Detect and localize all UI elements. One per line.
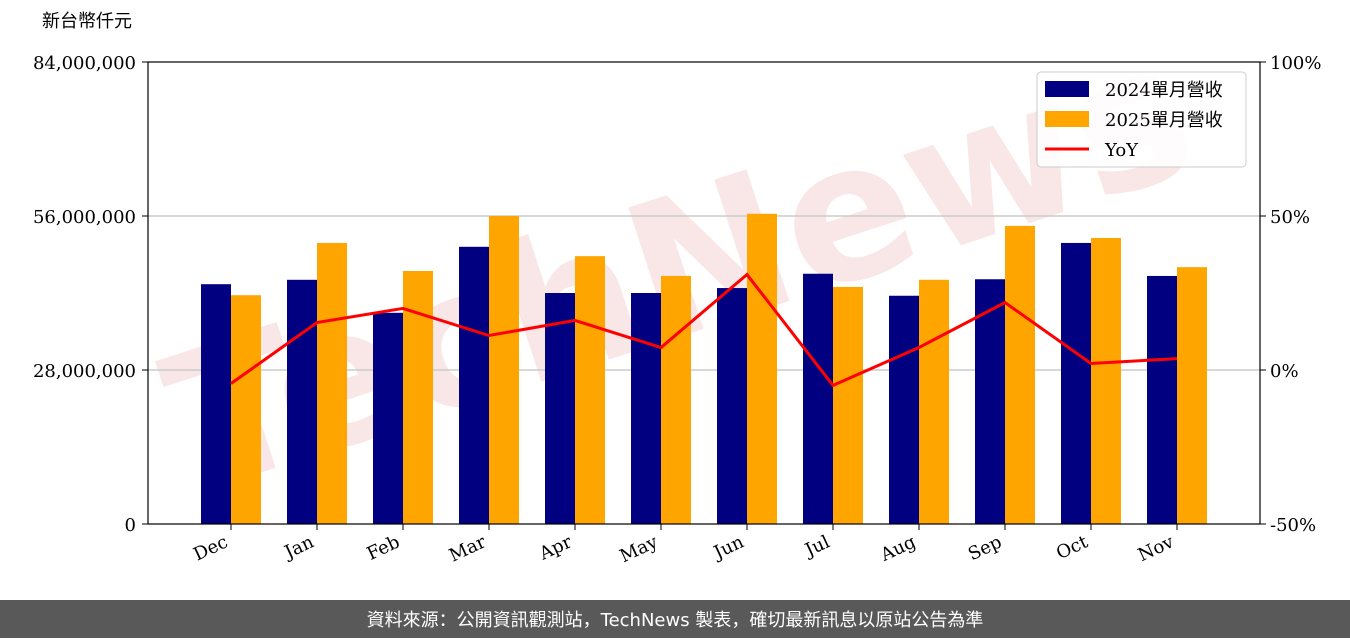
legend-box (1036, 71, 1247, 168)
bar (489, 216, 519, 524)
x-tick-label: Aug (877, 531, 920, 566)
legend-swatch (1045, 111, 1089, 127)
bar (919, 279, 949, 524)
y-tick-label: 28,000,000 (33, 361, 136, 382)
x-tick-label: May (617, 531, 662, 567)
x-tick-label: Jul (800, 531, 833, 561)
bar (833, 286, 863, 524)
bar (373, 312, 403, 524)
bar (975, 279, 1005, 524)
x-tick-label: Mar (446, 531, 489, 566)
x-tick-label: Sep (965, 531, 1005, 565)
y2-tick-label: 100% (1270, 53, 1321, 74)
x-tick-label: Nov (1135, 531, 1178, 566)
y-tick-label: 0 (125, 515, 136, 536)
line (230, 272, 1178, 388)
bar (575, 256, 605, 524)
x-tick-label: Jan (280, 531, 318, 564)
plot-frame (147, 61, 1261, 525)
bar (717, 288, 747, 524)
x-tick-label: Apr (535, 531, 575, 565)
x-tick-label: Oct (1053, 531, 1092, 564)
bar (889, 295, 919, 524)
x-tick-label: Feb (364, 531, 403, 564)
bar (201, 284, 231, 524)
footer-bar (0, 600, 1350, 638)
footer: 資料來源：公開資訊觀測站，TechNews 製表，確切最新訊息以原站公告為準 (367, 610, 984, 631)
bar (1091, 238, 1121, 524)
legend-label: 2024單月營收 (1105, 80, 1223, 101)
legend-swatch (1045, 81, 1089, 97)
bar (317, 242, 347, 524)
bar (287, 279, 317, 524)
bar (661, 275, 691, 524)
y-tick-label: 56,000,000 (33, 207, 136, 228)
bar (1061, 242, 1091, 524)
bar (631, 293, 661, 524)
bar (545, 293, 575, 524)
y2-tick-label: 50% (1270, 207, 1310, 228)
legend-label: YoY (1104, 140, 1139, 161)
bar (1005, 225, 1035, 524)
y2-tick-label: 0% (1270, 361, 1299, 382)
y-tick-label: 84,000,000 (33, 53, 136, 74)
bar (459, 246, 489, 525)
bar (1147, 275, 1177, 524)
y-axis-label: 新台幣仟元 (42, 11, 132, 32)
bar (747, 213, 777, 525)
bar (1177, 267, 1207, 524)
legend-label: 2025單月營收 (1105, 110, 1223, 131)
bar (803, 273, 833, 524)
x-tick-label: Jun (709, 531, 748, 564)
y2-tick-label: -50% (1270, 515, 1316, 536)
bar (231, 295, 261, 524)
x-tick-label: Dec (190, 531, 231, 565)
